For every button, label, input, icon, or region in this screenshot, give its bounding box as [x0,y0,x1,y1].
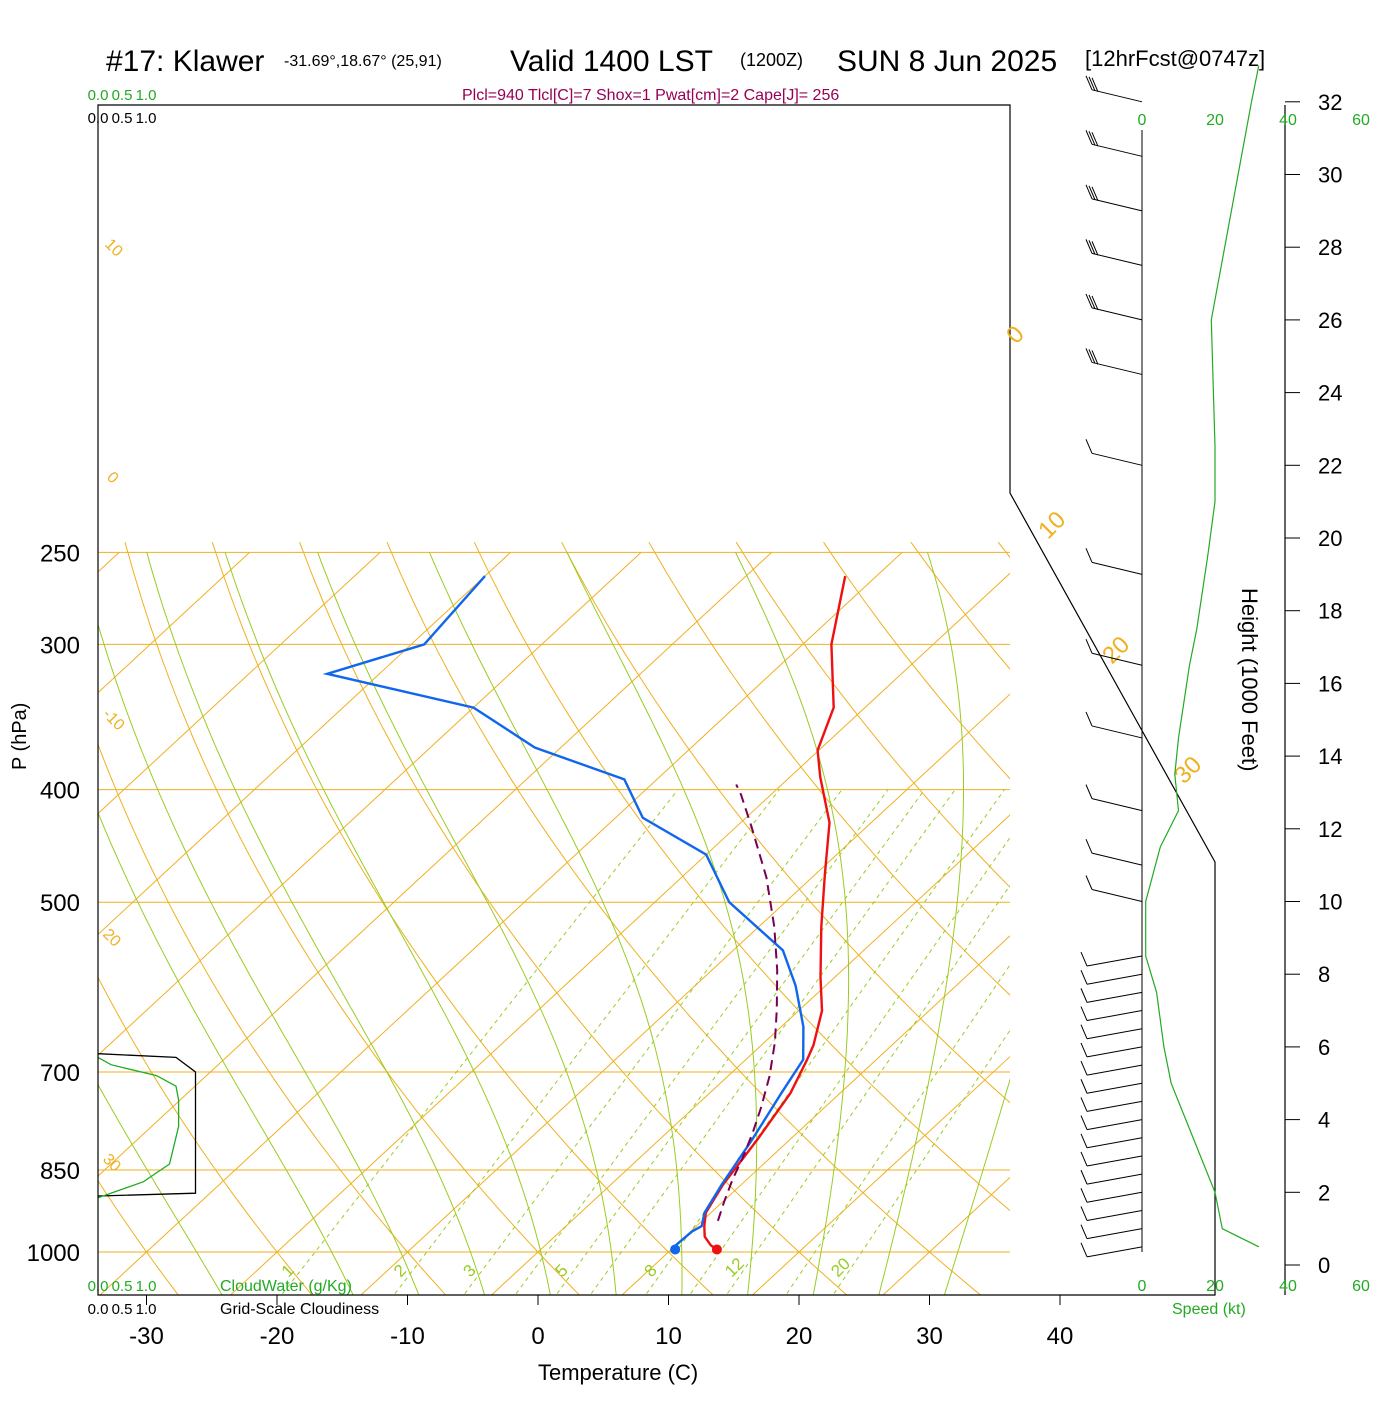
pressure-tick-label: 500 [40,890,80,917]
pressure-tick-label: 400 [40,778,80,805]
speed-tick-label-bottom: 0 [1138,1278,1147,1295]
cloudwater-tick-top: 1.0 [136,87,157,104]
height-tick-label: 4 [1318,1108,1330,1133]
height-tick-label: 8 [1318,962,1330,987]
station-title: #17: Klawer [106,45,264,78]
cloudiness-label: Grid-Scale Cloudiness [220,1301,379,1318]
height-tick-label: 28 [1318,235,1342,260]
y-axis-title: P (hPa) [9,703,31,770]
cloudiness-tick-top: 1.0 [136,110,157,127]
pressure-tick-label: 700 [40,1060,80,1087]
sounding-indices: Plcl=940 Tlcl[C]=7 Shox=1 Pwat[cm]=2 Cap… [462,87,839,104]
cloudwater-tick-top: 0.5 [112,87,133,104]
speed-tick-label-bottom: 40 [1279,1278,1297,1295]
temperature-tick-label: 20 [786,1323,813,1350]
speed-tick-label-bottom: 20 [1206,1278,1224,1295]
cloudwater-tick-top: 0.0 [88,87,109,104]
cloudiness-tick-top: 0.5 [112,110,133,127]
height-tick-label: 30 [1318,163,1342,188]
height-axis-title: Height (1000 Feet) [1237,588,1262,771]
speed-tick-label-top: 40 [1279,112,1297,129]
temperature-tick-label: -30 [129,1323,164,1350]
pressure-tick-label: 850 [40,1158,80,1185]
pressure-tick-label: 300 [40,632,80,659]
zulu-time: (1200Z) [740,50,803,70]
temperature-tick-label: 10 [655,1323,682,1350]
height-tick-label: 20 [1318,526,1342,551]
height-tick-label: 10 [1318,890,1342,915]
cloudwater-label: CloudWater (g/Kg) [220,1278,352,1295]
height-tick-label: 6 [1318,1035,1330,1060]
height-tick-label: 0 [1318,1253,1330,1278]
forecast-info: [12hrFcst@0747z] [1085,46,1265,71]
speed-tick-label-bottom: 60 [1352,1278,1370,1295]
height-tick-label: 32 [1318,90,1342,115]
cloudwater-tick-bottom: 0.5 [112,1278,133,1295]
height-tick-label: 14 [1318,744,1342,769]
speed-tick-label-top: 60 [1352,112,1370,129]
cloudwater-tick-bottom: 1.0 [136,1278,157,1295]
height-tick-label: 12 [1318,817,1342,842]
height-tick-label: 22 [1318,453,1342,478]
temperature-tick-label: 30 [916,1323,943,1350]
valid-time: Valid 1400 LST [510,45,713,78]
height-tick-label: 24 [1318,381,1342,406]
height-tick-label: 26 [1318,308,1342,333]
x-axis-title: Temperature (C) [538,1360,698,1385]
station-coords: -31.69°,18.67° (25,91) [284,53,442,70]
speed-tick-label-top: 20 [1206,112,1224,129]
temperature-tick-label: -20 [260,1323,295,1350]
height-tick-label: 16 [1318,671,1342,696]
cloudiness-tick-bottom: 0.0 [88,1301,109,1318]
temperature-tick-label: 40 [1047,1323,1074,1350]
temperature-tick-label: -10 [390,1323,425,1350]
wind-speed-label: Speed (kt) [1172,1301,1246,1318]
forecast-date: SUN 8 Jun 2025 [837,45,1057,78]
pressure-tick-label: 1000 [27,1240,80,1267]
pressure-tick-label: 250 [40,540,80,567]
cloudiness-tick-bottom: 0.5 [112,1301,133,1318]
dew-point-surface-marker [670,1244,680,1254]
temperature-surface-marker [712,1244,722,1254]
height-tick-label: 2 [1318,1180,1330,1205]
height-tick-label: 18 [1318,599,1342,624]
temperature-tick-label: 0 [531,1323,544,1350]
speed-tick-label-top: 0 [1138,112,1147,129]
